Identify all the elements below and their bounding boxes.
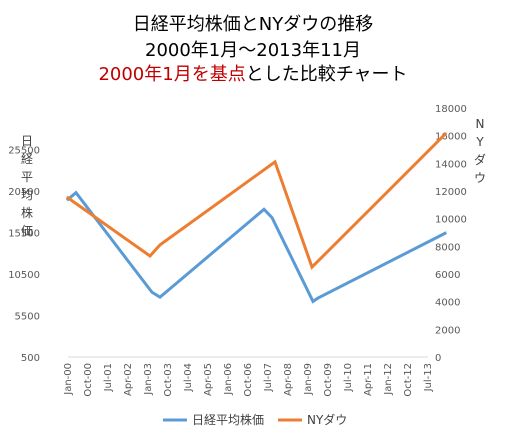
x-tick-label: Apr-05 [203,363,214,396]
x-tick-label: Jul-10 [343,363,354,392]
x-tick-label: Jan-00 [63,363,74,396]
left-tick-label: 15500 [8,229,40,240]
series-line-nikkei [65,190,448,304]
x-tick-label: Oct-06 [243,363,254,397]
x-tick-label: Jan-12 [383,363,394,396]
x-tick-label: Jan-03 [143,363,154,396]
x-tick-label: Jul-04 [183,363,194,392]
right-label: N Y ダウ [474,117,486,185]
x-tick-label: Oct-00 [83,363,94,397]
left-tick-label: 500 [21,353,40,364]
x-tick-label: Jul-13 [423,363,434,392]
left-tick-label: 25500 [8,146,40,157]
x-tick-label: Jul-01 [103,363,114,392]
x-tick-label: Oct-12 [403,363,414,397]
series [65,132,448,304]
legend-label: 日経平均株価 [192,412,264,427]
left-tick-label: 20500 [8,187,40,198]
x-tick-label: Apr-02 [123,363,134,396]
x-tick-label: Jan-06 [223,363,234,396]
title-line-3-segment-1: 2000年1月を基点 [98,64,245,85]
right-tick-label: 10000 [435,215,467,226]
legend-label: NYダウ [307,412,347,427]
x-tick-label: Apr-08 [283,363,294,396]
right-axis-label: N Y ダウ [474,117,486,185]
left-label: 日経平均株価 [21,134,33,238]
left-axis-label: 日経平均株価 [21,134,33,238]
legend: 日経平均株価 NYダウ [163,412,347,427]
x-tick-label: Jul-07 [263,363,274,392]
right-tick-label: 16000 [435,132,467,143]
x-axis-ticks: Jan-00 Oct-00 Jul-01 Apr-02 Jan-03 Oct-03 Jul-… [63,363,434,397]
right-tick-label: 4000 [435,298,460,309]
right-tick-label: 18000 [435,104,467,115]
x-tick-label: Jan-09 [303,363,314,396]
title-line-3: 2000年1月を基点とした比較チャート [98,64,407,85]
left-tick-label: 10500 [8,270,40,281]
right-tick-label: 2000 [435,325,460,336]
title-line-3-segment-2: とした比較チャート [246,64,408,85]
series-line-nydow [65,132,448,270]
right-tick-label: 8000 [435,242,460,253]
title-line-1: 日経平均株価とNYダウの推移 [133,14,373,35]
title-line-2: 2000年1月～2013年11月 [145,40,361,61]
x-tick-label: Oct-03 [163,363,174,397]
right-tick-label: 12000 [435,187,467,198]
right-tick-label: 0 [435,353,441,364]
x-tick-label: Apr-11 [363,363,374,396]
chart-title: 日経平均株価とNYダウの推移 2000年1月～2013年11月 2000年1月を基点… [98,14,407,85]
left-axis-ticks: 500 5500 10500 15500 20500 25500 [8,146,40,365]
right-tick-label: 14000 [435,159,467,170]
right-axis-ticks: 0 2000 4000 6000 8000 10000 12000 14000 16000 180… [435,104,467,364]
left-tick-label: 5500 [15,312,40,323]
x-tick-label: Oct-09 [323,363,334,397]
right-tick-label: 6000 [435,270,460,281]
